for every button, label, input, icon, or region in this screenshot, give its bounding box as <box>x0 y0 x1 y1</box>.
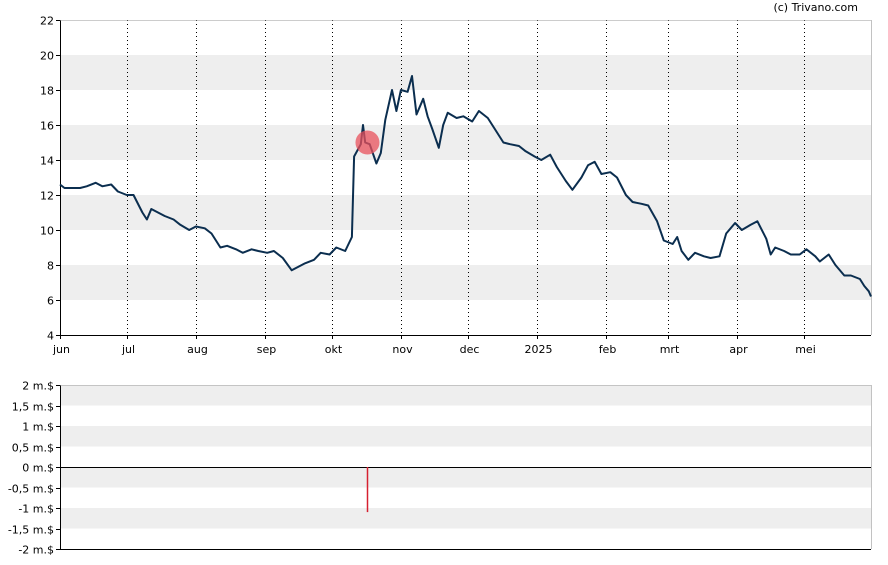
x-tick-label: dec <box>460 343 480 356</box>
price-line <box>59 75 872 297</box>
event-marker <box>355 130 380 155</box>
x-tick-label: apr <box>729 343 748 356</box>
y-tick-label: 8 <box>47 260 54 273</box>
volume-y-tick-label: 0,5 m.$ <box>12 442 54 455</box>
y-tick-label: 10 <box>40 225 54 238</box>
volume-y-tick-label: -2 m.$ <box>18 544 54 557</box>
y-tick-label: 20 <box>40 50 54 63</box>
price-panel: jun jul aug sep okt nov dec 2025 feb mrt apr mei 4 6 8… <box>40 15 872 356</box>
x-tick-label: aug <box>187 343 208 356</box>
y-tick-label: 12 <box>40 190 54 203</box>
volume-y-tick-label: 2 m.$ <box>22 380 54 393</box>
volume-y-tick-label: 1,5 m.$ <box>12 401 54 414</box>
volume-band <box>60 467 871 488</box>
volume-y-tick-label: 0 m.$ <box>22 462 54 475</box>
volume-y-tick-label: 1 m.$ <box>22 421 54 434</box>
x-tick-label: sep <box>257 343 276 356</box>
x-tick-label: jul <box>121 343 135 356</box>
x-tick-label: 2025 <box>525 343 553 356</box>
price-band <box>60 125 871 160</box>
y-tick-label: 14 <box>40 155 54 168</box>
y-tick-label: 22 <box>40 15 54 28</box>
volume-y-tick-label: -1,5 m.$ <box>8 524 54 537</box>
x-tick-label: okt <box>325 343 343 356</box>
volume-y-tick-label: -1 m.$ <box>18 503 54 516</box>
price-band <box>60 265 871 300</box>
x-tick-label: mei <box>795 343 816 356</box>
x-tick-label: feb <box>599 343 617 356</box>
volume-band <box>60 508 871 529</box>
volume-band <box>60 426 871 447</box>
x-tick-label: mrt <box>660 343 680 356</box>
volume-y-tick-label: -0,5 m.$ <box>8 483 54 496</box>
price-band <box>60 55 871 90</box>
y-tick-label: 6 <box>47 295 54 308</box>
volume-panel: 2 m.$ 1,5 m.$ 1 m.$ 0,5 m.$ 0 m.$ -0,5 m.$ -1 … <box>8 380 872 557</box>
volume-band <box>60 385 871 406</box>
y-tick-label: 18 <box>40 85 54 98</box>
x-tick-label: nov <box>392 343 413 356</box>
x-tick-label: jun <box>52 343 70 356</box>
copyright-label: (c) Trivano.com <box>773 1 858 14</box>
y-tick-label: 4 <box>47 330 54 343</box>
y-tick-label: 16 <box>40 120 54 133</box>
